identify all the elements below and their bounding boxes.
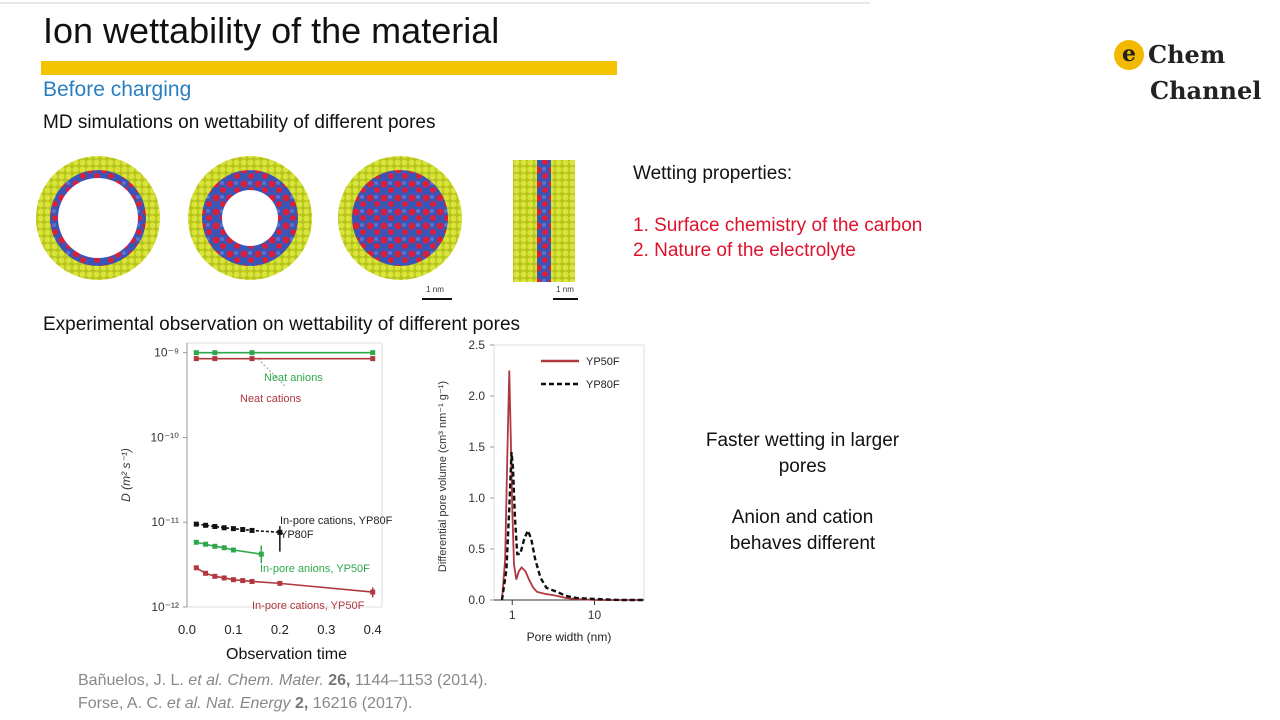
data-point (240, 527, 246, 533)
logo-text-line2: Channel (1150, 76, 1262, 105)
y-tick-label: 2.5 (468, 338, 485, 352)
data-point (230, 526, 236, 532)
data-point (212, 543, 218, 549)
pore-distribution-chart: 0.0 0.5 1.0 1.5 2.0 2.5 1 10 Pore width (nm) Diff… (437, 338, 645, 644)
reference-1: Bañuelos, J. L. et al. Chem. Mater. 26, … (78, 672, 488, 689)
y-axis-label: Differential pore volume (cm³ nm⁻¹ g⁻¹) (437, 381, 449, 572)
data-point (212, 573, 218, 579)
x-tick-label: 0.1 (224, 622, 242, 637)
data-point (203, 541, 209, 547)
data-point (193, 350, 199, 356)
data-point (230, 547, 236, 553)
pore-medium (188, 156, 312, 280)
md-simulations-caption: MD simulations on wettability of differe… (43, 112, 436, 133)
data-point (277, 580, 283, 586)
slide-subtitle: Before charging (43, 78, 192, 101)
annotation-label: Neat anions (264, 372, 323, 384)
data-point (212, 524, 218, 530)
top-divider (0, 2, 870, 4)
data-point (240, 578, 246, 584)
y-tick-label: 1.0 (468, 491, 485, 505)
y-tick-label: 2.0 (468, 389, 485, 403)
wetting-heading: Wetting properties: (633, 163, 793, 184)
data-point (203, 522, 209, 528)
diffusion-chart: 10⁻⁹ 10⁻¹⁰ 10⁻¹¹ 10⁻¹² 0.0 0.1 0.2 0.3 0.4 Observ… (119, 342, 393, 663)
x-tick-label: 0.3 (317, 622, 335, 637)
x-axis-label: Pore width (nm) (527, 630, 612, 644)
scale-bar-label-2: 1 nm (556, 285, 574, 294)
data-point (221, 575, 227, 581)
x-tick-label: 0.0 (178, 622, 196, 637)
y-tick-label: 10⁻¹¹ (151, 515, 179, 529)
data-point (249, 578, 255, 584)
data-point (249, 350, 255, 356)
logo-text-line1: Chem (1148, 40, 1226, 69)
y-tick-label: 10⁻¹² (151, 600, 179, 614)
data-point (370, 356, 376, 362)
annotation-label: In-pore cations, YP80F (280, 515, 393, 527)
wetting-item-2: 2. Nature of the electrolyte (633, 240, 856, 261)
data-point (221, 545, 227, 551)
slide-title: Ion wettability of the material (43, 10, 500, 51)
data-point (230, 577, 236, 583)
data-point (370, 350, 376, 356)
y-axis-label: D (m² s⁻¹) (119, 448, 133, 502)
scale-bar-1: 1 nm (422, 285, 452, 300)
data-point (212, 356, 218, 362)
y-tick-label: 1.5 (468, 440, 485, 454)
x-axis-label: Observation time (226, 646, 347, 663)
data-point (193, 539, 199, 545)
data-point (249, 356, 255, 362)
note-faster-wetting: Faster wetting in larger pores (705, 430, 900, 477)
x-tick-label: 1 (509, 608, 516, 622)
series-line (501, 370, 644, 601)
annotation-label: Neat cations (240, 393, 302, 405)
y-tick-label: 0.5 (468, 542, 485, 556)
series-line (500, 451, 644, 602)
legend-label: YP80F (586, 379, 620, 391)
note-anion-cation: Anion and cation behaves different (729, 507, 876, 554)
title-underline-bar (41, 61, 617, 75)
y-tick-label: 10⁻⁹ (154, 346, 179, 360)
data-point (193, 565, 199, 571)
experimental-caption: Experimental observation on wettability … (43, 314, 521, 335)
data-point (221, 525, 227, 531)
data-point (193, 356, 199, 362)
x-tick-label: 0.2 (271, 622, 289, 637)
annotation-label: In-pore anions, YP50F (260, 563, 370, 575)
data-point (193, 521, 199, 527)
logo-badge: e (1114, 40, 1144, 70)
md-pore-images: 1 nm 1 nm (36, 156, 578, 300)
x-tick-label: 10 (588, 608, 602, 622)
data-point (212, 350, 218, 356)
data-point (249, 527, 255, 533)
pore-large (338, 156, 462, 280)
pore-small (36, 156, 160, 280)
y-tick-label: 0.0 (468, 593, 485, 607)
x-tick-label: 0.4 (364, 622, 382, 637)
reference-2: Forse, A. C. et al. Nat. Energy 2, 16216… (78, 695, 413, 712)
scale-bar-2: 1 nm (553, 285, 578, 300)
annotation-label: In-pore cations, YP50F (252, 600, 365, 612)
y-tick-label: 10⁻¹⁰ (151, 430, 180, 444)
series-line (196, 523, 280, 534)
annotation-label-cont: YP80F (280, 529, 314, 541)
annotation-leader (257, 358, 287, 388)
pore-slit-side-view (513, 160, 575, 282)
legend-label: YP50F (586, 356, 620, 368)
wetting-item-1: 1. Surface chemistry of the carbon (633, 215, 923, 236)
scale-bar-label-1: 1 nm (426, 285, 444, 294)
data-point (203, 570, 209, 576)
